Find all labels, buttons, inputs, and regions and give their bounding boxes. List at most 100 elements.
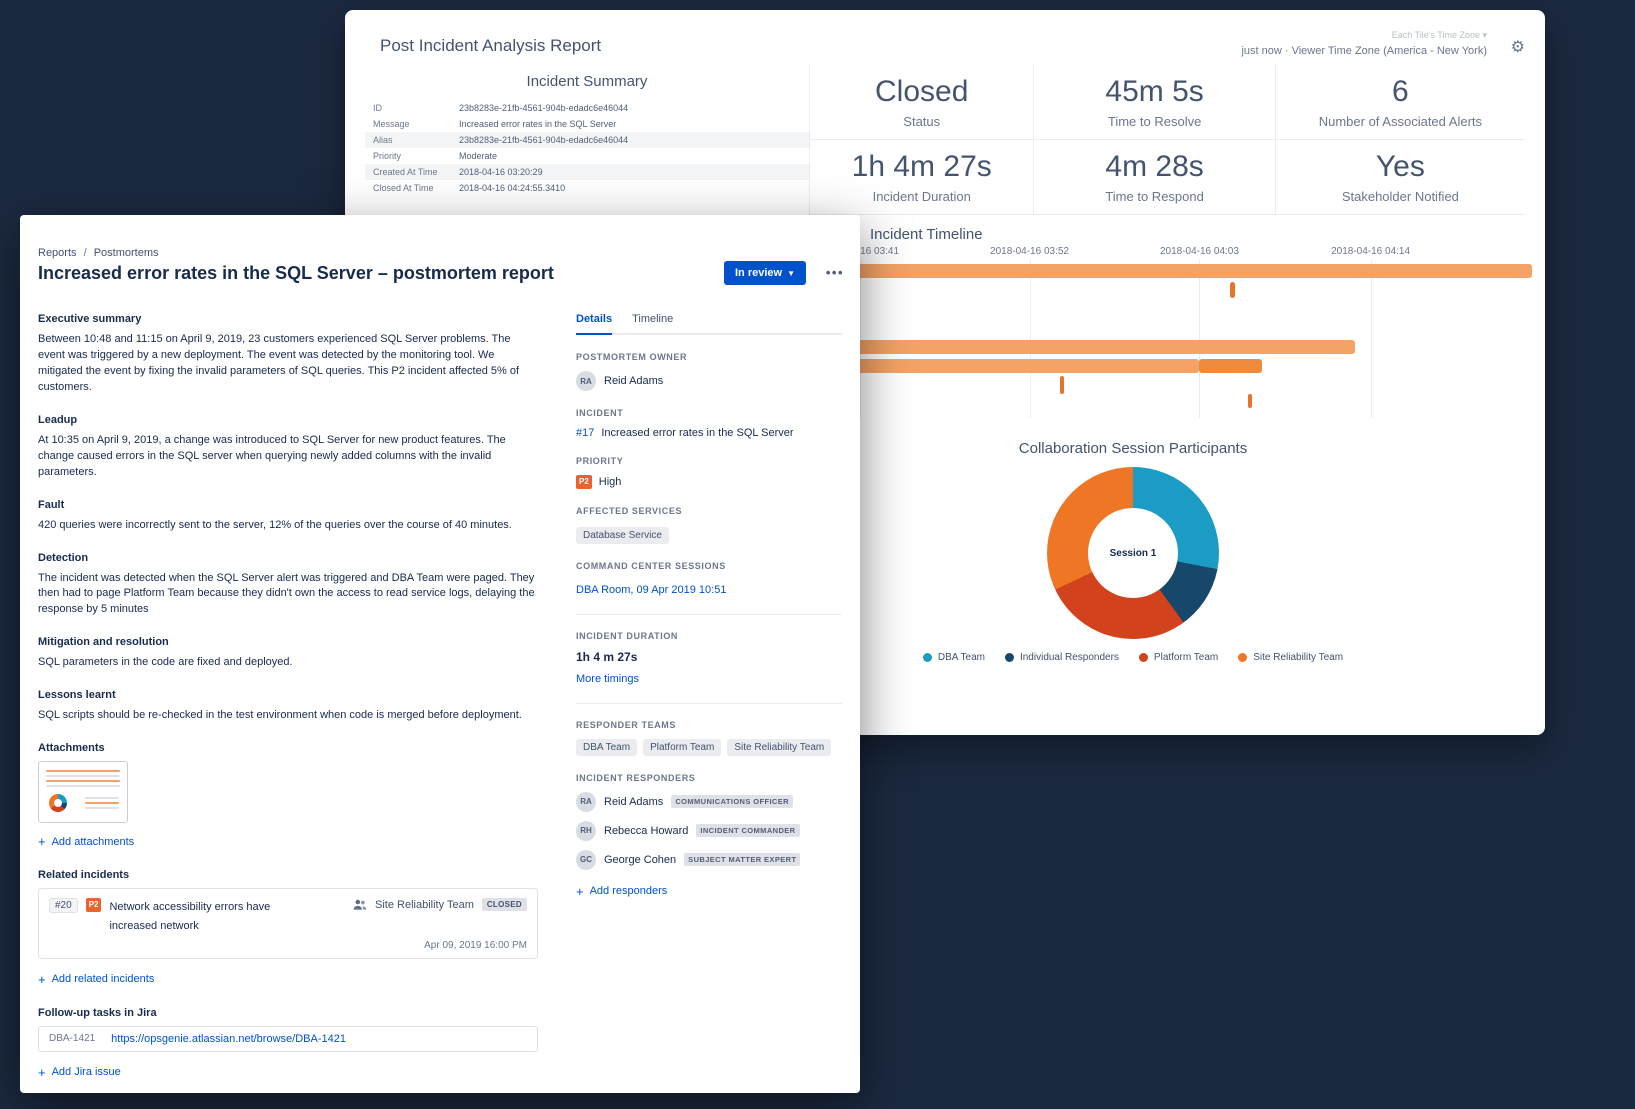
timeline-gridline: [1029, 260, 1031, 418]
section-body: At 10:35 on April 9, 2019, a change was …: [38, 433, 506, 478]
team-icon: [353, 898, 367, 911]
timeline-axis-label: 2018-04-16 04:03: [1159, 246, 1239, 257]
related-incident-date: Apr 09, 2019 16:00 PM: [424, 939, 527, 951]
responder-role-badge: INCIDENT COMMANDER: [696, 824, 800, 838]
related-incident-row[interactable]: #20 P2 Network accessibility errors have…: [38, 888, 538, 959]
jira-issue-link[interactable]: https://opsgenie.atlassian.net/browse/DB…: [111, 1032, 346, 1045]
stat-tile-label: Stakeholder Notified: [1341, 189, 1459, 204]
postmortem-window: Reports / Postmortems Increased error ra…: [20, 215, 860, 1093]
report-updated-timezone: just now · Viewer Time Zone (America - N…: [1241, 45, 1487, 57]
plus-icon: +: [38, 971, 46, 987]
priority-text: High: [598, 475, 622, 488]
team-badge: DBA Team: [576, 738, 638, 756]
add-responders-link[interactable]: + Add responders: [576, 883, 668, 899]
stat-tile-label: Status: [903, 114, 941, 129]
incident-duration-value: 1h 4 m 27s: [576, 649, 638, 664]
more-timings-link[interactable]: More timings: [576, 672, 639, 685]
legend-label: Site Reliability Team: [1253, 652, 1344, 663]
jira-issue-key: DBA-1421: [49, 1033, 96, 1045]
thumb-line: [46, 785, 120, 788]
timeline-bar: [1059, 376, 1065, 394]
incident-label: INCIDENT: [576, 408, 624, 418]
stat-tile-value: Closed: [875, 75, 969, 108]
add-attachments-link[interactable]: + Add attachments: [38, 834, 135, 850]
section-body: The incident was detected when the SQL S…: [38, 571, 535, 616]
page-title: Increased error rates in the SQL Server …: [38, 263, 554, 283]
responder-teams: DBA Team Platform Team Site Reliability Te…: [576, 738, 842, 756]
summary-row: ID 23b8283e-21fb-4561-904b-edadc6e46044: [365, 100, 809, 116]
summary-row-label: Priority: [373, 151, 402, 161]
responder-name: Rebecca Howard: [604, 824, 689, 837]
responder-teams-label: RESPONDER TEAMS: [576, 719, 677, 730]
breadcrumb-postmortems[interactable]: Postmortems: [93, 247, 159, 259]
incident-text: Increased error rates in the SQL Server: [601, 427, 794, 439]
plus-icon: +: [38, 1064, 46, 1080]
postmortem-section: Fault 420 queries were incorrectly sent t…: [38, 499, 538, 534]
settings-gear-icon[interactable]: ⚙: [1510, 39, 1525, 56]
stat-tile: 1h 4m 27s Incident Duration: [810, 140, 1034, 215]
linked-incident: #17 Increased error rates in the SQL Serv…: [576, 427, 842, 439]
participants-donut-chart: Session 1: [1047, 467, 1219, 639]
summary-row-value: 23b8283e-21fb-4561-904b-edadc6e46044: [459, 135, 629, 145]
jira-heading: Follow-up tasks in Jira: [38, 1006, 157, 1019]
timeline-axis-label: 2018-04-16 04:14: [1331, 246, 1411, 257]
stat-tile-label: Time to Respond: [1105, 189, 1204, 204]
related-incidents-heading: Related incidents: [38, 869, 130, 882]
summary-row: Closed At Time 2018-04-16 04:24:55.3410: [365, 180, 809, 196]
postmortem-owner: RA Reid Adams: [576, 371, 842, 391]
stat-tile: 4m 28s Time to Respond: [1033, 140, 1275, 215]
postmortem-section: Leadup At 10:35 on April 9, 2019, a chang…: [38, 414, 538, 481]
section-body: 420 queries were incorrectly sent to the…: [38, 518, 512, 531]
stat-tile-label: Time to Resolve: [1107, 114, 1202, 129]
responder-row: RH Rebecca Howard INCIDENT COMMANDER: [576, 820, 842, 841]
more-actions-button[interactable]: •••: [825, 265, 844, 280]
add-jira-issue-link[interactable]: + Add Jira issue: [38, 1064, 121, 1080]
breadcrumb-reports[interactable]: Reports: [38, 247, 77, 259]
stat-tile-label: Number of Associated Alerts: [1318, 114, 1483, 129]
stat-tile-value: 6: [1392, 75, 1409, 108]
legend-dot: [1004, 653, 1014, 662]
participants-section: Collaboration Session Participants Sessi…: [833, 440, 1433, 663]
stat-tile: Yes Stakeholder Notified: [1274, 140, 1525, 215]
add-related-incidents-link[interactable]: + Add related incidents: [38, 971, 155, 987]
stat-tile-value: 4m 28s: [1105, 150, 1204, 183]
postmortem-section: Executive summary Between 10:48 and 11:15…: [38, 313, 538, 396]
stat-tile: 45m 5s Time to Resolve: [1033, 65, 1275, 140]
participants-title: Collaboration Session Participants: [1018, 440, 1248, 457]
section-heading: Executive summary: [38, 313, 142, 325]
duration-label: INCIDENT DURATION: [576, 630, 679, 641]
related-incidents-section: Related incidents #20 P2 Network accessi…: [38, 869, 538, 988]
responder-role-badge: COMMUNICATIONS OFFICER: [671, 795, 793, 809]
legend-item: Individual Responders: [1004, 652, 1119, 663]
avatar: GC: [576, 849, 596, 870]
status-in-review-button[interactable]: In review ▼: [724, 261, 806, 285]
stat-tile-value: Yes: [1375, 150, 1425, 183]
section-body: SQL parameters in the code are fixed and…: [38, 656, 293, 669]
related-incident-team: Site Reliability Team: [375, 898, 474, 911]
team-badge: Site Reliability Team: [727, 738, 832, 756]
timeline-bar: [1229, 282, 1235, 298]
command-center-session-link[interactable]: DBA Room, 09 Apr 2019 10:51: [576, 583, 727, 596]
donut-center-label: Session 1: [1088, 508, 1178, 598]
incident-id-badge[interactable]: #20: [49, 898, 78, 914]
postmortem-sidebar: Details Timeline POSTMORTEM OWNER RA Rei…: [576, 313, 842, 901]
incident-id-link[interactable]: #17: [576, 427, 595, 439]
responder-role-badge: SUBJECT MATTER EXPERT: [684, 853, 801, 867]
chevron-down-icon: ▼: [787, 269, 795, 278]
affected-services-label: AFFECTED SERVICES: [576, 505, 683, 516]
section-heading: Detection: [38, 551, 89, 564]
section-body: SQL scripts should be re-checked in the …: [38, 709, 522, 722]
stat-tile-label: Incident Duration: [872, 189, 971, 204]
stat-tile: 6 Number of Associated Alerts: [1274, 65, 1525, 140]
service-badge: Database Service: [576, 526, 669, 544]
attachments-section: Attachments + Add attachments: [38, 742, 538, 851]
tab-details[interactable]: Details: [576, 313, 613, 335]
tile-timezone-dropdown[interactable]: Each Tile's Time Zone ▾: [1391, 30, 1487, 40]
thumb-donut-hole: [54, 799, 62, 808]
tab-timeline[interactable]: Timeline: [632, 313, 674, 325]
attachment-thumbnail[interactable]: [38, 761, 128, 824]
thumb-line: [46, 780, 120, 783]
team-badge: Platform Team: [643, 738, 722, 756]
attachments-heading: Attachments: [38, 742, 105, 755]
legend-dot: [1138, 653, 1148, 662]
